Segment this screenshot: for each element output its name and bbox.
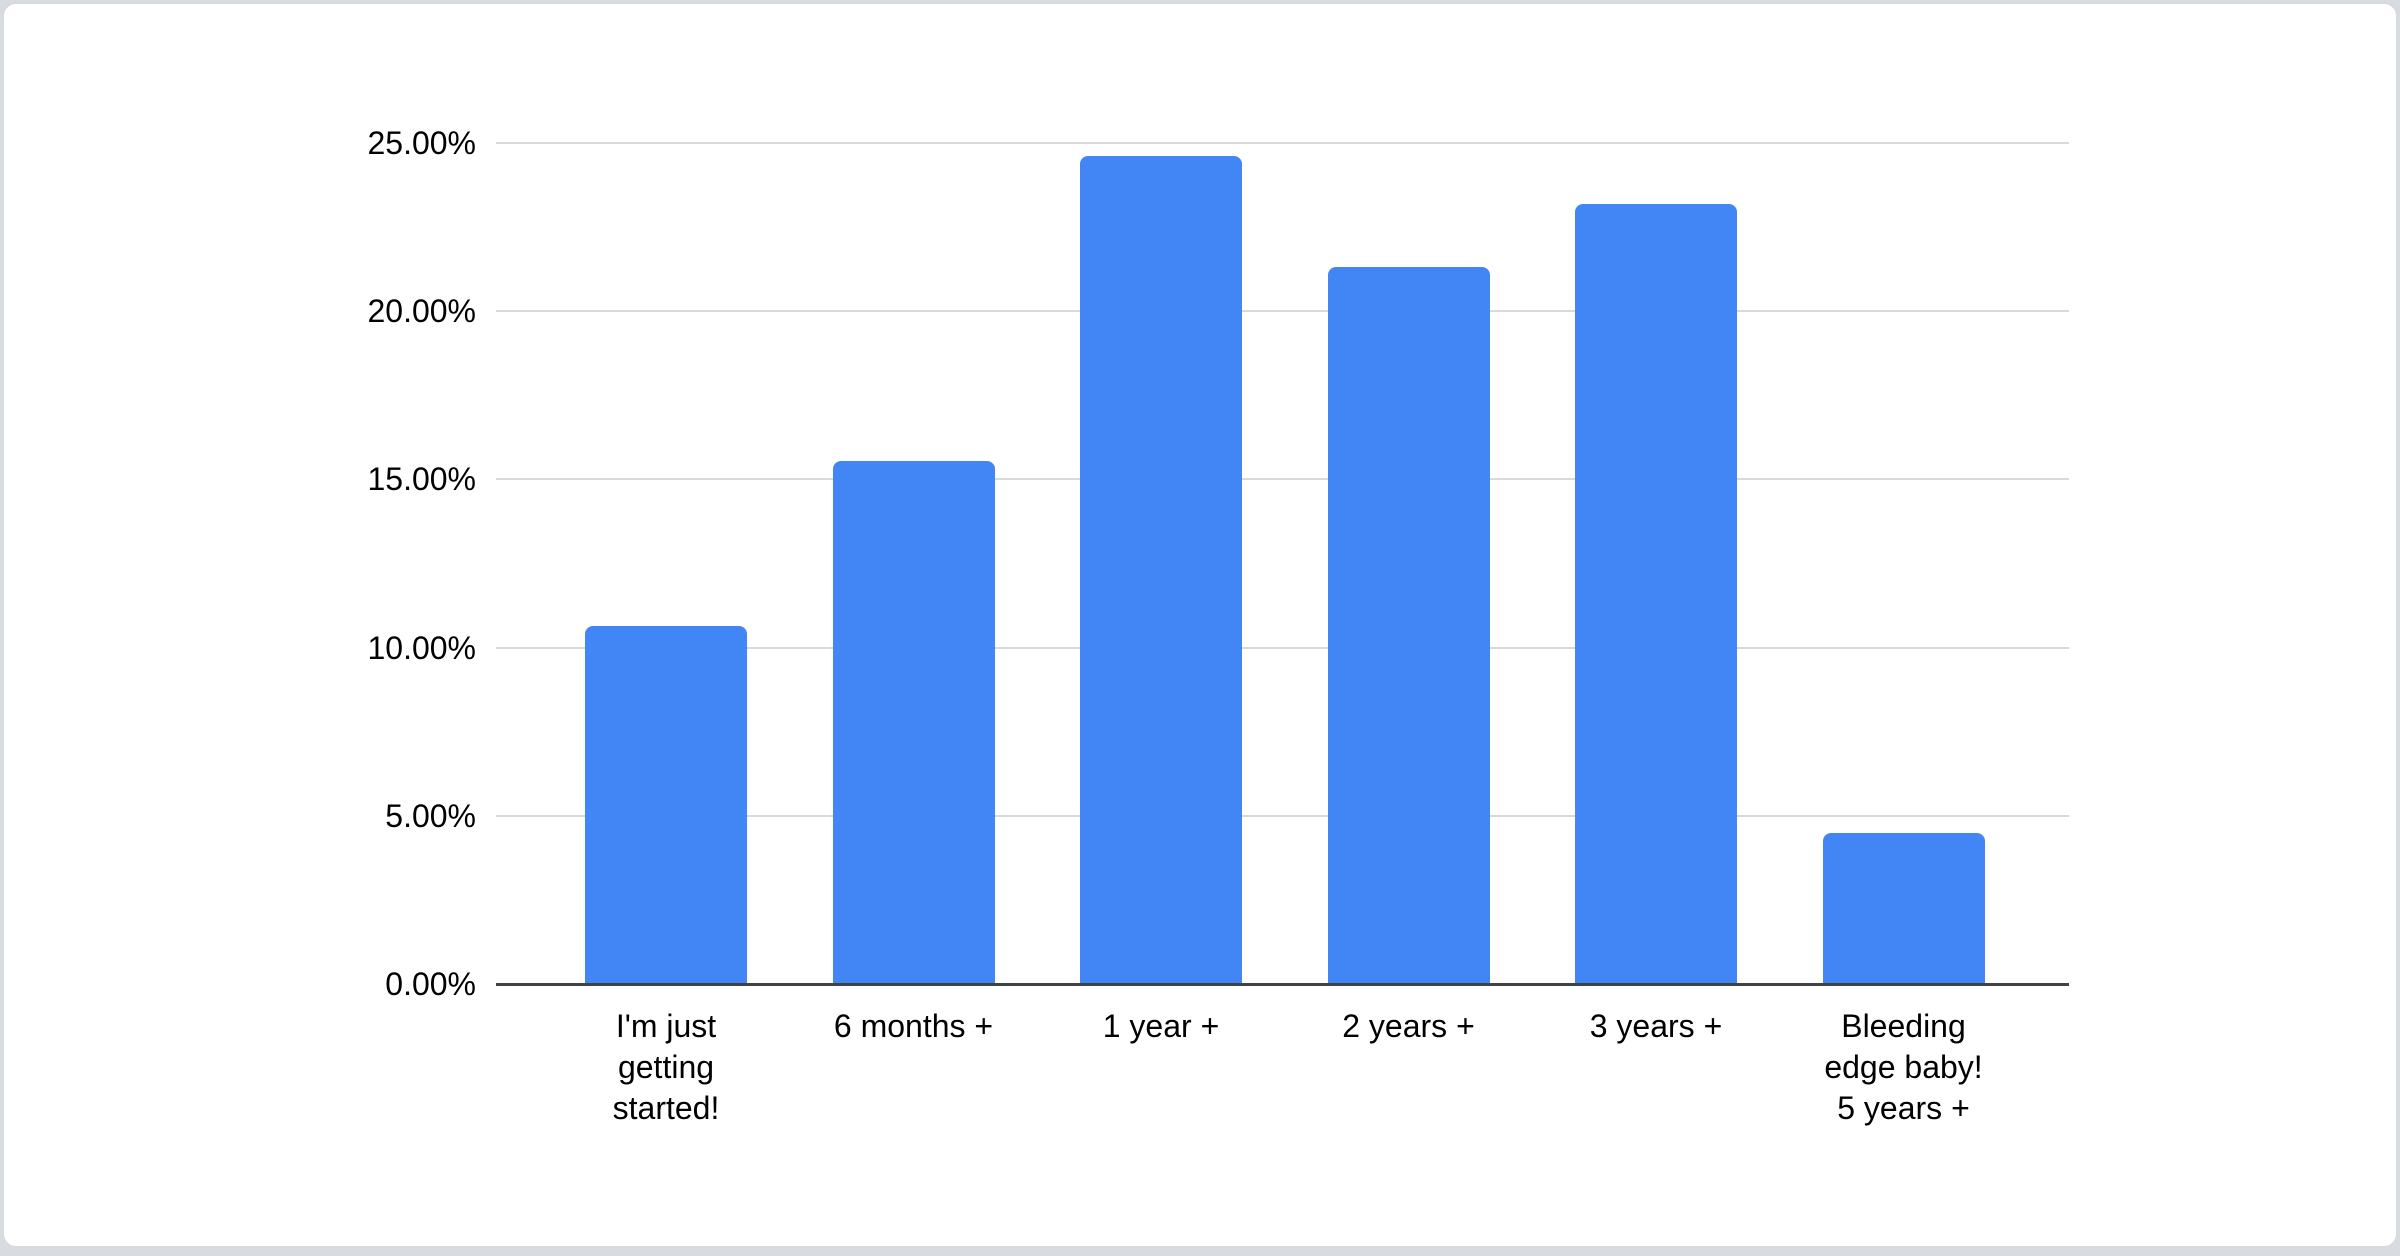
y-axis-tick-label: 15.00% xyxy=(367,461,476,498)
y-axis-tick-label: 25.00% xyxy=(367,125,476,161)
bar-6 xyxy=(1822,832,1985,984)
x-axis-category-label: I'm just getting started! xyxy=(612,1008,720,1126)
y-axis-tick-label: 0.00% xyxy=(385,966,476,1002)
x-axis-category-label: 6 months + xyxy=(833,1008,994,1044)
bar-3 xyxy=(1080,156,1242,984)
gridline xyxy=(496,142,2069,144)
x-axis-line xyxy=(496,983,2069,986)
y-axis-tick-label: 5.00% xyxy=(385,797,476,834)
x-axis-category-label: 2 years + xyxy=(1342,1008,1475,1044)
x-axis-category-label: 3 years + xyxy=(1589,1008,1723,1044)
bar-5 xyxy=(1575,203,1737,984)
x-axis-category-label: 1 year + xyxy=(1102,1008,1220,1044)
bar-4 xyxy=(1327,267,1490,984)
y-axis-tick-label: 20.00% xyxy=(367,293,476,330)
bar-2 xyxy=(832,460,995,984)
y-axis-tick-label: 10.00% xyxy=(367,629,476,666)
bar-1 xyxy=(585,625,747,984)
gridline xyxy=(496,478,2069,481)
bar-chart: 0.00% 5.00% 10.00% 15.00% 20.00% 25.00% I'm ju… xyxy=(4,4,2396,1246)
x-axis-category-label: Bleeding edge baby! 5 years + xyxy=(1824,1008,1983,1126)
gridline xyxy=(496,310,2069,313)
gridline xyxy=(496,814,2069,817)
gridline xyxy=(496,646,2069,649)
